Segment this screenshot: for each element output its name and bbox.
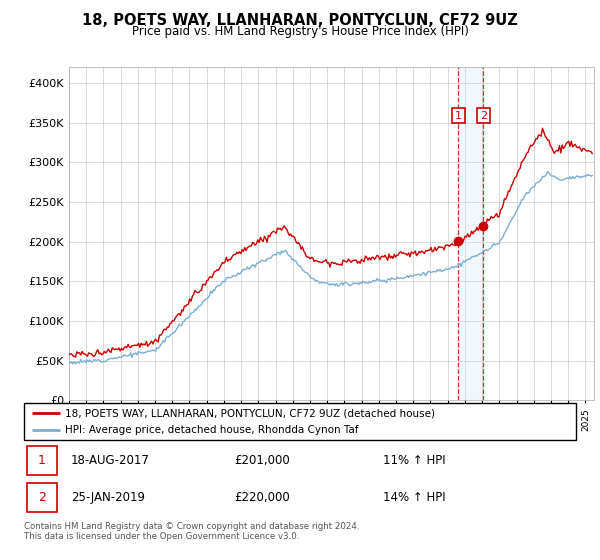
Text: HPI: Average price, detached house, Rhondda Cynon Taf: HPI: Average price, detached house, Rhon… <box>65 425 359 435</box>
Text: 11% ↑ HPI: 11% ↑ HPI <box>383 454 445 467</box>
Text: 18, POETS WAY, LLANHARAN, PONTYCLUN, CF72 9UZ: 18, POETS WAY, LLANHARAN, PONTYCLUN, CF7… <box>82 13 518 27</box>
Text: 2: 2 <box>480 110 487 120</box>
Text: 18, POETS WAY, LLANHARAN, PONTYCLUN, CF72 9UZ (detached house): 18, POETS WAY, LLANHARAN, PONTYCLUN, CF7… <box>65 408 436 418</box>
Text: Price paid vs. HM Land Registry's House Price Index (HPI): Price paid vs. HM Land Registry's House … <box>131 25 469 38</box>
Text: 1: 1 <box>38 454 46 467</box>
Text: £201,000: £201,000 <box>234 454 290 467</box>
Text: £220,000: £220,000 <box>234 491 290 504</box>
Bar <box>27 446 57 475</box>
Text: 25-JAN-2019: 25-JAN-2019 <box>71 491 145 504</box>
Text: 14% ↑ HPI: 14% ↑ HPI <box>383 491 445 504</box>
Text: Contains HM Land Registry data © Crown copyright and database right 2024.
This d: Contains HM Land Registry data © Crown c… <box>24 522 359 542</box>
Bar <box>27 483 57 512</box>
Text: 1: 1 <box>455 110 462 120</box>
Text: 18-AUG-2017: 18-AUG-2017 <box>71 454 150 467</box>
Bar <box>458 67 484 400</box>
Text: 2: 2 <box>38 491 46 504</box>
